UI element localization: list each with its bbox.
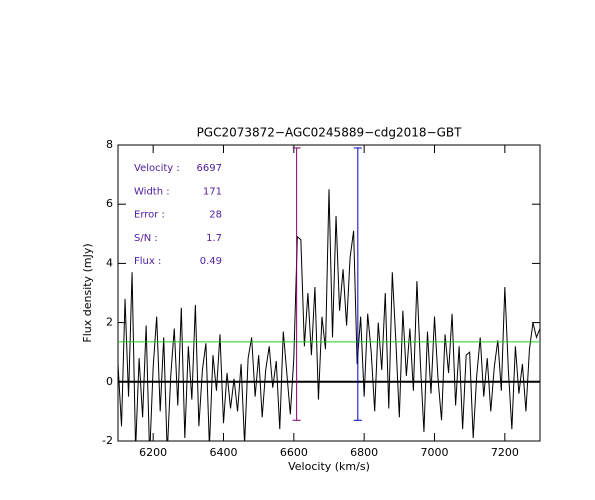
y-tick-label: 8 <box>106 138 113 151</box>
x-tick-label: 6800 <box>350 446 378 459</box>
annotation-label: S/N : <box>134 233 158 244</box>
y-tick-label: 6 <box>106 197 113 210</box>
y-axis-label: Flux density (mJy) <box>81 243 94 342</box>
annotation-label: Flux : <box>134 256 161 267</box>
chart-title: PGC2073872−AGC0245889−cdg2018−GBT <box>197 126 463 140</box>
x-tick-label: 6200 <box>139 446 167 459</box>
x-axis-label: Velocity (km/s) <box>288 460 370 473</box>
x-tick-label: 6600 <box>280 446 308 459</box>
annotation-value: 6697 <box>197 163 222 174</box>
x-tick-label: 7200 <box>491 446 519 459</box>
annotation-label: Velocity : <box>134 163 180 174</box>
plot-area <box>118 189 540 441</box>
spectrum-line <box>118 189 540 441</box>
x-tick-label: 7000 <box>421 446 449 459</box>
x-tick-label: 6400 <box>210 446 238 459</box>
y-tick-label: 2 <box>106 316 113 329</box>
y-tick-label: 4 <box>106 256 113 269</box>
annotation-value: 28 <box>209 210 222 221</box>
annotation-value: 1.7 <box>206 233 222 244</box>
annotation-value: 171 <box>203 186 222 197</box>
y-tick-label: 0 <box>106 375 113 388</box>
plot-frame <box>117 144 541 442</box>
annotation-value: 0.49 <box>200 256 222 267</box>
annotation-label: Error : <box>134 210 165 221</box>
annotation-label: Width : <box>134 186 170 197</box>
y-tick-label: -2 <box>102 434 113 447</box>
